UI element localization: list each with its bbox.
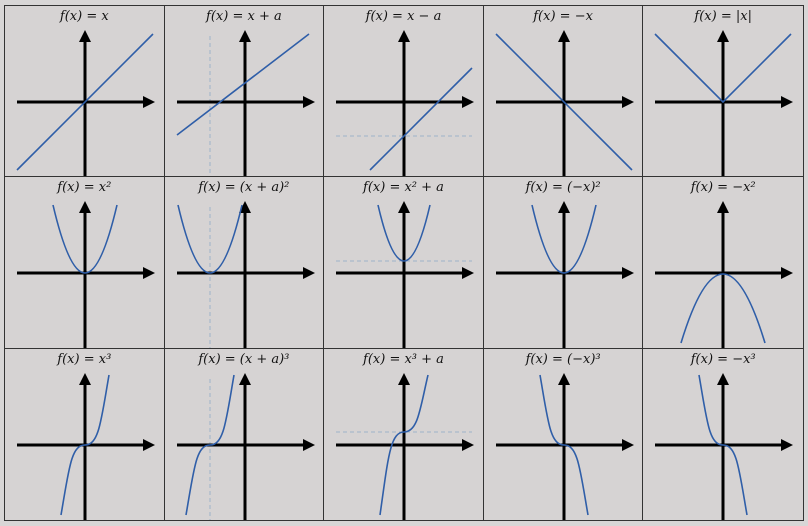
cell-cubic-reflect-x: f(x) = (−x)³: [484, 349, 644, 520]
y-axis-arrow: [558, 30, 570, 42]
x-axis-arrow: [462, 96, 474, 108]
cell-linear-shift-down: f(x) = x − a: [324, 6, 484, 177]
y-axis-arrow: [717, 201, 729, 213]
plot-cubic-reflect-x: [484, 349, 644, 520]
plot-quadratic-negative: [643, 177, 803, 348]
plot-absolute: [643, 6, 803, 177]
x-axis-arrow: [143, 96, 155, 108]
x-axis-arrow: [303, 439, 315, 451]
y-axis-arrow: [79, 373, 91, 385]
y-axis-arrow: [79, 30, 91, 42]
y-axis-arrow: [398, 201, 410, 213]
y-axis-arrow: [239, 373, 251, 385]
curve: [370, 68, 472, 170]
cell-absolute: f(x) = |x|: [643, 6, 803, 177]
x-axis-arrow: [781, 267, 793, 279]
plot-linear-shift-x: [165, 6, 325, 177]
y-axis-arrow: [79, 201, 91, 213]
x-axis-arrow: [462, 439, 474, 451]
y-axis-arrow: [717, 373, 729, 385]
cell-quadratic-shift-up: f(x) = x² + a: [324, 177, 484, 348]
curve: [177, 34, 309, 135]
x-axis-arrow: [622, 439, 634, 451]
plot-linear: [5, 6, 165, 177]
cell-linear-shift-x: f(x) = x + a: [165, 6, 325, 177]
cell-linear-reflect: f(x) = −x: [484, 6, 644, 177]
plot-quadratic-shift-x: [165, 177, 325, 348]
x-axis-arrow: [622, 96, 634, 108]
plot-cubic-shift-up: [324, 349, 484, 520]
plot-linear-shift-down: [324, 6, 484, 177]
y-axis-arrow: [558, 201, 570, 213]
y-axis-arrow: [398, 30, 410, 42]
cell-cubic-negative: f(x) = −x³: [643, 349, 803, 520]
plot-quadratic-shift-up: [324, 177, 484, 348]
plot-linear-reflect: [484, 6, 644, 177]
x-axis-arrow: [143, 439, 155, 451]
y-axis-arrow: [558, 373, 570, 385]
x-axis-arrow: [303, 267, 315, 279]
x-axis-arrow: [781, 439, 793, 451]
cell-quadratic-negative: f(x) = −x²: [643, 177, 803, 348]
y-axis-arrow: [398, 373, 410, 385]
cell-quadratic-shift-x: f(x) = (x + a)²: [165, 177, 325, 348]
x-axis-arrow: [622, 267, 634, 279]
y-axis-arrow: [239, 30, 251, 42]
function-transformations-grid: f(x) = x f(x) = x + a f(x) = x − a: [4, 5, 804, 521]
x-axis-arrow: [781, 96, 793, 108]
plot-cubic-negative: [643, 349, 803, 520]
x-axis-arrow: [303, 96, 315, 108]
plot-quadratic-reflect-x: [484, 177, 644, 348]
x-axis-arrow: [143, 267, 155, 279]
cell-cubic: f(x) = x³: [5, 349, 165, 520]
x-axis-arrow: [462, 267, 474, 279]
y-axis-arrow: [717, 30, 729, 42]
plot-quadratic: [5, 177, 165, 348]
cell-cubic-shift-up: f(x) = x³ + a: [324, 349, 484, 520]
plot-cubic: [5, 349, 165, 520]
cell-quadratic: f(x) = x²: [5, 177, 165, 348]
cell-linear: f(x) = x: [5, 6, 165, 177]
cell-cubic-shift-x: f(x) = (x + a)³: [165, 349, 325, 520]
plot-cubic-shift-x: [165, 349, 325, 520]
cell-quadratic-reflect-x: f(x) = (−x)²: [484, 177, 644, 348]
